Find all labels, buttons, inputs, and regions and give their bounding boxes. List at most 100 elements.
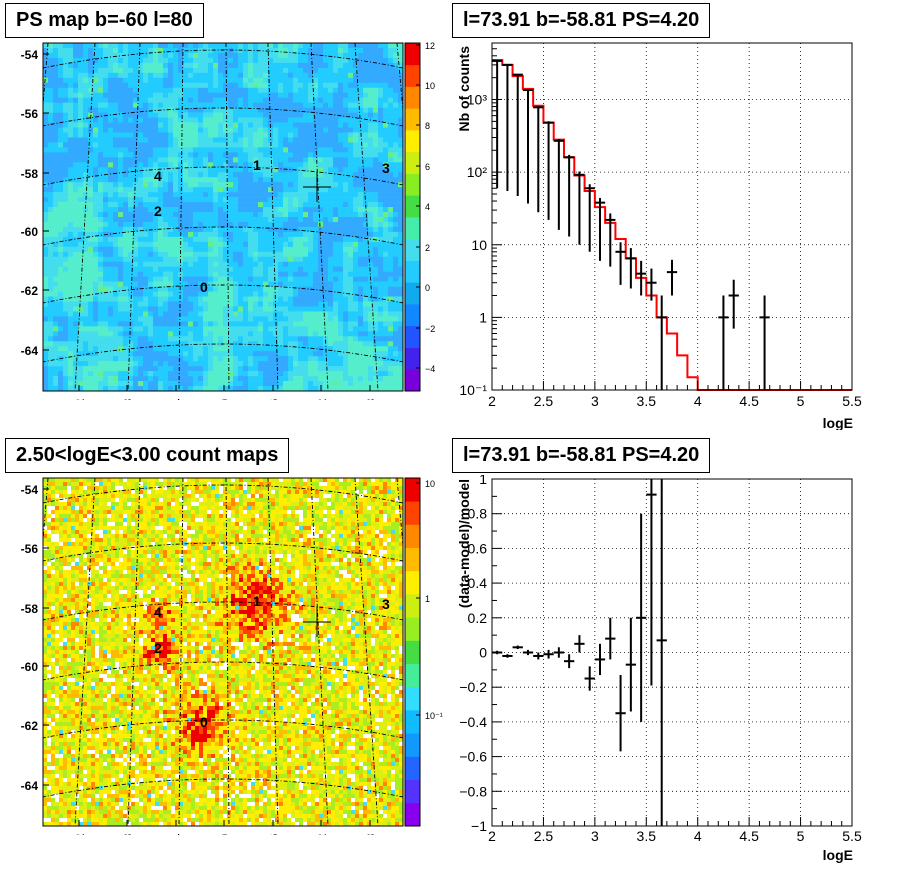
ps-colorbar-bin-11	[405, 130, 420, 153]
count-colorbar-label-0: 10	[425, 479, 435, 489]
count-colorbar-bin-6	[405, 663, 420, 688]
count-colorbar-bin-1	[405, 779, 420, 804]
count-colorbar-bin-0	[405, 802, 420, 827]
ps-position-marker	[303, 172, 331, 202]
lat-grid-line-5	[43, 778, 403, 798]
data-point-7	[564, 154, 575, 237]
residual-xtick-label-1: 2.5	[534, 828, 554, 844]
count-lon-label-4: 76	[267, 834, 281, 835]
data-point-18	[718, 295, 729, 390]
lon-grid-line-2	[127, 478, 141, 826]
residual-xtick-label-6: 5	[797, 828, 805, 844]
ps-colorbar-bin-0	[405, 369, 420, 392]
residual-point-15	[646, 479, 657, 686]
lat-grid-line-2	[43, 601, 403, 621]
count-colorbar-label-2: 10⁻¹	[425, 711, 443, 721]
residual-point-14	[636, 513, 647, 722]
lat-grid-line-0	[43, 484, 403, 504]
lon-grid-line-4	[225, 43, 230, 391]
data-point-1	[502, 63, 513, 191]
residual-point-5	[543, 649, 554, 659]
count-lon-label-6: 68	[364, 834, 378, 835]
lon-grid-line-6	[310, 43, 329, 391]
residual-point-8	[574, 635, 585, 653]
residual-xtick-label-5: 4.5	[739, 828, 759, 844]
count-colorbar-bin-4	[405, 710, 420, 734]
count-map: -54-56-58-60-62-6492888480767268 10110⁻¹…	[21, 477, 443, 835]
residual-point-10	[594, 643, 606, 676]
ps-colorbar-bin-5	[405, 260, 420, 283]
lon-grid-line-3	[178, 43, 184, 391]
ps-map-title: PS map b=-60 l=80	[5, 3, 204, 38]
data-point-11	[605, 213, 616, 267]
spectrum-xlabel: logE	[823, 415, 853, 430]
data-point-3	[522, 89, 534, 204]
ps-colorbar-bin-3	[405, 304, 420, 327]
count-lat-label-0: -54	[21, 483, 39, 497]
count-source-label-3: 3	[382, 596, 390, 612]
lon-grid-line-2	[127, 43, 141, 391]
ps-lat-label-3: -60	[21, 225, 39, 239]
ps-map: -54-56-58-60-62-6492888480767268 1210864…	[21, 41, 436, 400]
spectrum-xtick-label-4: 4	[694, 393, 702, 409]
data-point-8	[574, 171, 585, 245]
ps-lon-label-1: 88	[121, 399, 135, 400]
count-colorbar-frame	[404, 477, 421, 827]
count-colorbar-bin-7	[405, 640, 420, 664]
lon-grid-line-1	[74, 478, 96, 826]
lat-grid-line-1	[43, 542, 403, 562]
residual-ytick-label-2: −0.6	[459, 749, 487, 765]
ps-colorbar-label-7: −2	[425, 324, 435, 334]
residual-chart: 2 2.5 3 3.5 4 4.5 5 5.5 −1 −0.8 −0.6 −0.4 −0.2 0 0.2 0.…	[456, 475, 862, 863]
residual-ytick-label-1: −0.8	[459, 783, 487, 799]
residual-xtick-label-2: 3	[591, 828, 599, 844]
lat-grid-line-5	[43, 343, 403, 363]
ps-colorbar-label-1: 10	[425, 81, 435, 91]
spectrum-xtick-label-6: 5	[797, 393, 805, 409]
lat-grid-line-4	[43, 719, 403, 739]
ps-colorbar-bin-14	[405, 64, 420, 87]
ps-colorbar-frame	[404, 42, 421, 392]
residual-point-13	[625, 617, 636, 712]
source-label-0: 0	[200, 279, 208, 295]
count-colorbar-bin-9	[405, 594, 420, 618]
residual-ylabel: (data-model)/model	[456, 479, 472, 608]
ps-lon-label-5: 72	[315, 399, 329, 400]
source-label-1: 1	[253, 157, 261, 173]
lon-grid-line-4	[225, 478, 230, 826]
data-point-13	[625, 248, 636, 289]
lon-grid-line-5	[267, 43, 279, 391]
residual-point-3	[522, 649, 534, 656]
lat-grid-line-0	[43, 49, 403, 69]
residual-ytick-label-6: 0.2	[468, 610, 488, 626]
spectrum-xtick-label-2: 3	[591, 393, 599, 409]
count-position-marker	[303, 607, 331, 637]
spectrum-xtick-label-5: 4.5	[739, 393, 759, 409]
spectrum-ytick-label-1: 1	[479, 309, 487, 325]
residual-ytick-label-5: 0	[479, 645, 487, 661]
count-colorbar-label-1: 1	[425, 594, 430, 604]
ps-colorbar-bin-12	[405, 108, 420, 131]
ps-lon-label-4: 76	[267, 399, 281, 400]
residual-ytick-label-0: −1	[471, 818, 487, 834]
ps-colorbar-bin-6	[405, 238, 420, 261]
residual-ytick-label-9: 0.8	[468, 506, 488, 522]
count-lat-label-5: -64	[21, 779, 39, 793]
count-lon-label-0: 92	[73, 834, 87, 835]
ps-lon-label-0: 92	[73, 399, 87, 400]
data-point-5	[543, 121, 554, 220]
count-lat-label-1: -56	[21, 542, 39, 556]
ps-colorbar-label-2: 8	[425, 121, 430, 131]
ps-colorbar-label-3: 6	[425, 162, 430, 172]
ps-colorbar-label-0: 12	[425, 41, 435, 51]
residual-xtick-label-0: 2	[488, 828, 496, 844]
spectrum-xtick-label-3: 3.5	[637, 393, 657, 409]
lon-grid-line-5	[267, 478, 279, 826]
residual-ytick-label-3: −0.4	[459, 714, 487, 730]
data-point-14	[636, 260, 647, 296]
residual-point-7	[564, 654, 575, 669]
count-source-label-4: 4	[154, 604, 162, 620]
count-map-title: 2.50<logE<3.00 count maps	[5, 438, 290, 473]
source-label-4: 4	[154, 168, 162, 184]
spectrum-xtick-label-7: 5.5	[842, 393, 862, 409]
